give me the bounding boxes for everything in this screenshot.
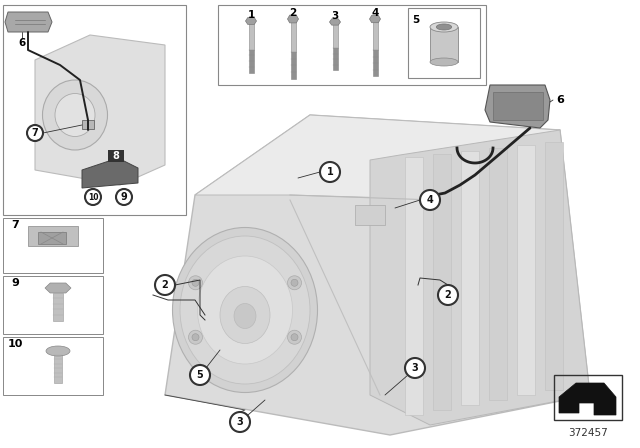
Polygon shape bbox=[246, 17, 257, 24]
Circle shape bbox=[291, 334, 298, 341]
Text: 1: 1 bbox=[248, 10, 255, 20]
Polygon shape bbox=[369, 15, 381, 23]
Ellipse shape bbox=[46, 346, 70, 356]
Text: 2: 2 bbox=[162, 280, 168, 290]
Circle shape bbox=[192, 334, 199, 341]
Polygon shape bbox=[165, 115, 590, 435]
Polygon shape bbox=[517, 145, 535, 395]
Ellipse shape bbox=[436, 24, 452, 30]
Bar bbox=[333, 48, 337, 70]
Text: 2: 2 bbox=[445, 290, 451, 300]
Bar bbox=[408, 8, 480, 78]
Text: 7: 7 bbox=[31, 128, 38, 138]
Circle shape bbox=[85, 189, 101, 205]
Text: 4: 4 bbox=[371, 8, 379, 18]
Text: 3: 3 bbox=[412, 363, 419, 373]
Polygon shape bbox=[370, 130, 590, 425]
Bar bbox=[291, 19, 296, 52]
Text: 10: 10 bbox=[8, 339, 24, 349]
Bar bbox=[248, 50, 253, 73]
Circle shape bbox=[320, 162, 340, 182]
Bar bbox=[53, 293, 63, 321]
Bar bbox=[355, 205, 385, 225]
Polygon shape bbox=[545, 142, 563, 390]
Polygon shape bbox=[559, 383, 616, 415]
Circle shape bbox=[420, 190, 440, 210]
Bar bbox=[3, 218, 103, 273]
Text: 372457: 372457 bbox=[568, 428, 608, 438]
Text: 2: 2 bbox=[289, 8, 296, 18]
Circle shape bbox=[155, 275, 175, 295]
Bar bbox=[3, 276, 103, 334]
Ellipse shape bbox=[180, 236, 310, 384]
Polygon shape bbox=[45, 283, 71, 293]
Ellipse shape bbox=[173, 228, 317, 392]
Bar bbox=[430, 27, 458, 62]
Text: 6: 6 bbox=[556, 95, 564, 105]
Bar bbox=[82, 120, 94, 129]
Circle shape bbox=[116, 189, 132, 205]
Circle shape bbox=[287, 276, 301, 290]
Circle shape bbox=[189, 330, 202, 344]
Text: 1: 1 bbox=[326, 167, 333, 177]
Circle shape bbox=[189, 276, 202, 290]
Polygon shape bbox=[485, 85, 550, 128]
Circle shape bbox=[27, 125, 43, 141]
Bar bbox=[493, 92, 543, 120]
Ellipse shape bbox=[220, 287, 270, 344]
Bar bbox=[38, 232, 66, 244]
Bar bbox=[54, 351, 62, 383]
Polygon shape bbox=[405, 157, 423, 415]
Text: 3: 3 bbox=[332, 11, 339, 21]
Circle shape bbox=[190, 365, 210, 385]
Bar bbox=[372, 19, 378, 50]
Text: 9: 9 bbox=[120, 192, 127, 202]
Text: 4: 4 bbox=[427, 195, 433, 205]
Text: 7: 7 bbox=[11, 220, 19, 230]
Polygon shape bbox=[195, 115, 560, 200]
Text: 5: 5 bbox=[196, 370, 204, 380]
Text: 8: 8 bbox=[113, 151, 120, 161]
Ellipse shape bbox=[234, 303, 256, 328]
Ellipse shape bbox=[430, 22, 458, 32]
Polygon shape bbox=[433, 154, 451, 410]
Polygon shape bbox=[489, 148, 507, 400]
Bar bbox=[3, 337, 103, 395]
Text: 5: 5 bbox=[412, 15, 420, 25]
Circle shape bbox=[405, 358, 425, 378]
Bar bbox=[333, 22, 337, 48]
Ellipse shape bbox=[430, 58, 458, 66]
Bar bbox=[554, 375, 622, 420]
Bar bbox=[372, 50, 378, 76]
Polygon shape bbox=[5, 12, 52, 32]
Ellipse shape bbox=[198, 256, 292, 364]
Bar bbox=[291, 52, 296, 79]
Polygon shape bbox=[35, 35, 165, 185]
Circle shape bbox=[287, 330, 301, 344]
Text: 6: 6 bbox=[19, 38, 26, 48]
Ellipse shape bbox=[42, 80, 108, 150]
Circle shape bbox=[192, 279, 199, 286]
Text: 3: 3 bbox=[237, 417, 243, 427]
Bar bbox=[108, 150, 124, 162]
Text: 9: 9 bbox=[11, 278, 19, 288]
Bar bbox=[248, 21, 253, 50]
Polygon shape bbox=[287, 15, 298, 23]
Circle shape bbox=[438, 285, 458, 305]
Circle shape bbox=[230, 412, 250, 432]
Bar bbox=[3, 5, 186, 215]
Polygon shape bbox=[330, 19, 340, 25]
Ellipse shape bbox=[55, 94, 95, 137]
Polygon shape bbox=[28, 226, 78, 246]
Text: 10: 10 bbox=[88, 193, 99, 202]
Polygon shape bbox=[82, 158, 138, 188]
Polygon shape bbox=[461, 151, 479, 405]
Bar bbox=[218, 5, 486, 85]
Circle shape bbox=[291, 279, 298, 286]
